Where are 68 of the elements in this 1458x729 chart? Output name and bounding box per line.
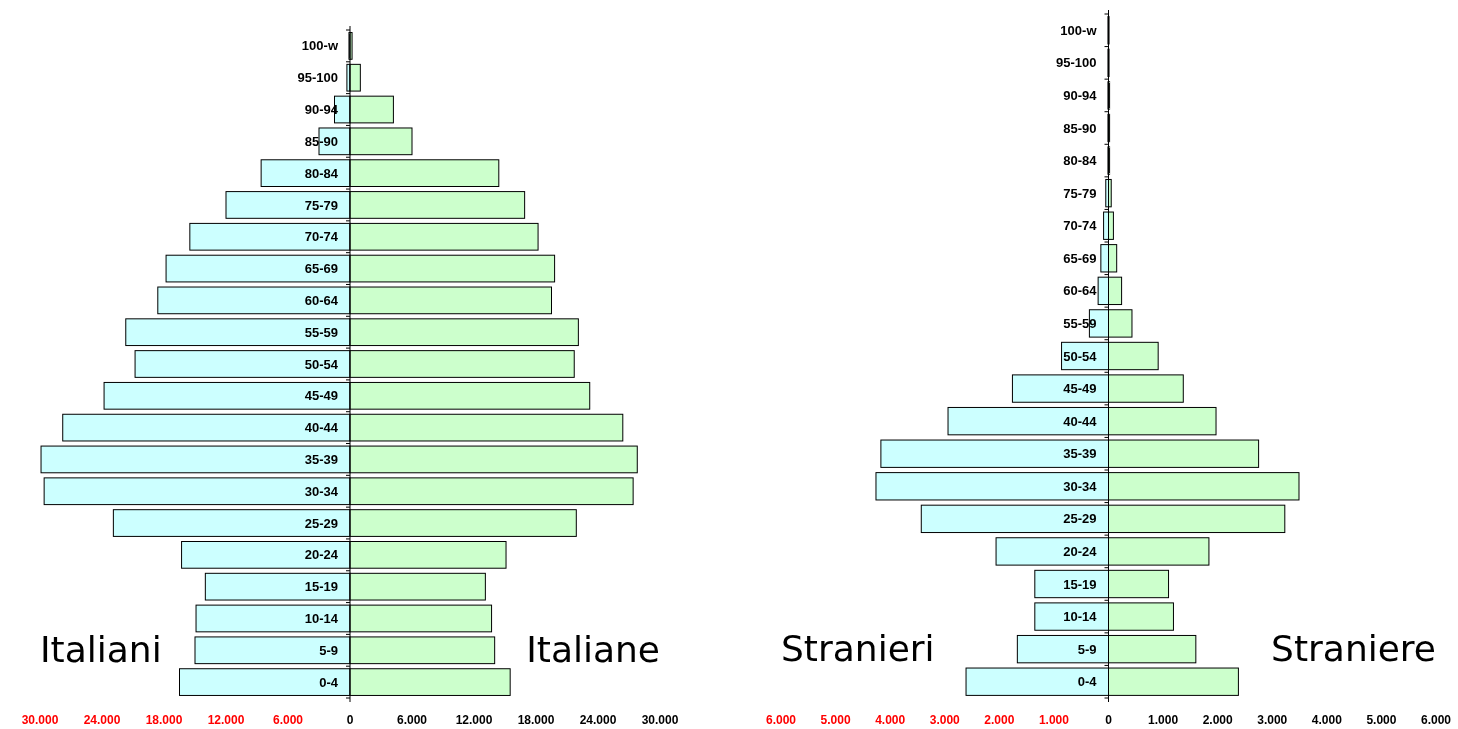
y-tick-label: 75-79 <box>304 197 338 213</box>
y-tick-label: 85-90 <box>1063 120 1097 136</box>
x-tick-label: 30.000 <box>21 713 59 727</box>
y-tick-label: 10-14 <box>1063 609 1098 625</box>
y-tick-label: 70-74 <box>304 229 339 245</box>
x-tick-label: 18.000 <box>145 713 183 727</box>
series-label: Italiani <box>40 629 162 671</box>
x-tick-label: 4.000 <box>1311 713 1343 727</box>
y-tick-label: 35-39 <box>304 451 338 467</box>
x-tick-label: 3.000 <box>1257 713 1288 727</box>
x-tick-label: 1.000 <box>1148 713 1179 727</box>
y-tick-label: 5-9 <box>319 642 338 658</box>
y-tick-label: 95-100 <box>297 70 338 86</box>
y-tick-label: 35-39 <box>1063 446 1097 462</box>
x-tick-label: 2.000 <box>1202 713 1234 727</box>
y-tick-label: 80-84 <box>1063 153 1098 169</box>
x-tick-label: 24.000 <box>83 713 121 727</box>
y-tick-label: 60-64 <box>1063 283 1098 299</box>
y-tick-label: 0-4 <box>319 674 339 690</box>
y-tick-label: 50-54 <box>1063 348 1098 364</box>
y-tick-label: 30-34 <box>304 483 339 499</box>
y-tick-label: 20-24 <box>1063 543 1098 559</box>
y-tick-label: 20-24 <box>304 547 339 563</box>
y-tick-label: 40-44 <box>1063 413 1098 429</box>
x-tick-label: 5.000 <box>820 713 851 727</box>
y-tick-label: 85-90 <box>304 133 338 149</box>
y-tick-label: 65-69 <box>1063 250 1097 266</box>
y-tick-label: 55-59 <box>304 324 338 340</box>
y-tick-label: 50-54 <box>304 356 339 372</box>
y-tick-label: 30-34 <box>1063 478 1098 494</box>
x-tick-label: 12.000 <box>207 713 245 727</box>
x-tick-label: 6.000 <box>396 713 428 727</box>
series-label: Stranieri <box>781 628 935 670</box>
x-tick-label: 5.000 <box>1366 713 1397 727</box>
y-tick-label: 15-19 <box>304 579 338 595</box>
x-tick-label: 1.000 <box>1038 713 1070 727</box>
y-tick-label: 5-9 <box>1077 641 1097 657</box>
x-tick-label: 18.000 <box>517 713 555 727</box>
y-tick-label: 60-64 <box>304 292 339 308</box>
y-tick-label: 90-94 <box>1063 87 1098 103</box>
y-tick-label: 65-69 <box>304 261 338 277</box>
series-label: Straniere <box>1271 628 1436 670</box>
y-tick-label: 45-49 <box>1063 381 1097 397</box>
y-tick-label: 100-w <box>301 38 339 54</box>
x-tick-label: 12.000 <box>455 713 493 727</box>
y-tick-label: 45-49 <box>304 388 338 404</box>
x-tick-label: 6.000 <box>1420 713 1452 727</box>
y-tick-label: 95-100 <box>1056 55 1097 71</box>
x-tick-label: 4.000 <box>875 713 906 727</box>
y-tick-label: 75-79 <box>1063 185 1097 201</box>
y-tick-label: 25-29 <box>304 515 338 531</box>
x-tick-label: 30.000 <box>641 713 679 727</box>
y-tick-label: 70-74 <box>1063 218 1098 234</box>
y-tick-label: 25-29 <box>1063 511 1097 527</box>
x-tick-label: 0 <box>346 713 354 727</box>
x-tick-label: 24.000 <box>579 713 617 727</box>
x-tick-label: 6.000 <box>272 713 304 727</box>
series-label: Italiane <box>526 629 660 671</box>
y-tick-label: 40-44 <box>304 420 339 436</box>
x-tick-label: 2.000 <box>984 713 1015 727</box>
y-tick-label: 100-w <box>1060 22 1098 38</box>
x-tick-label: 3.000 <box>929 713 961 727</box>
y-tick-label: 80-84 <box>304 165 339 181</box>
y-tick-label: 10-14 <box>304 611 339 627</box>
y-tick-label: 0-4 <box>1077 674 1098 690</box>
y-tick-label: 15-19 <box>1063 576 1097 592</box>
x-tick-label: 6.000 <box>765 713 797 727</box>
x-tick-label: 0 <box>1105 713 1113 727</box>
